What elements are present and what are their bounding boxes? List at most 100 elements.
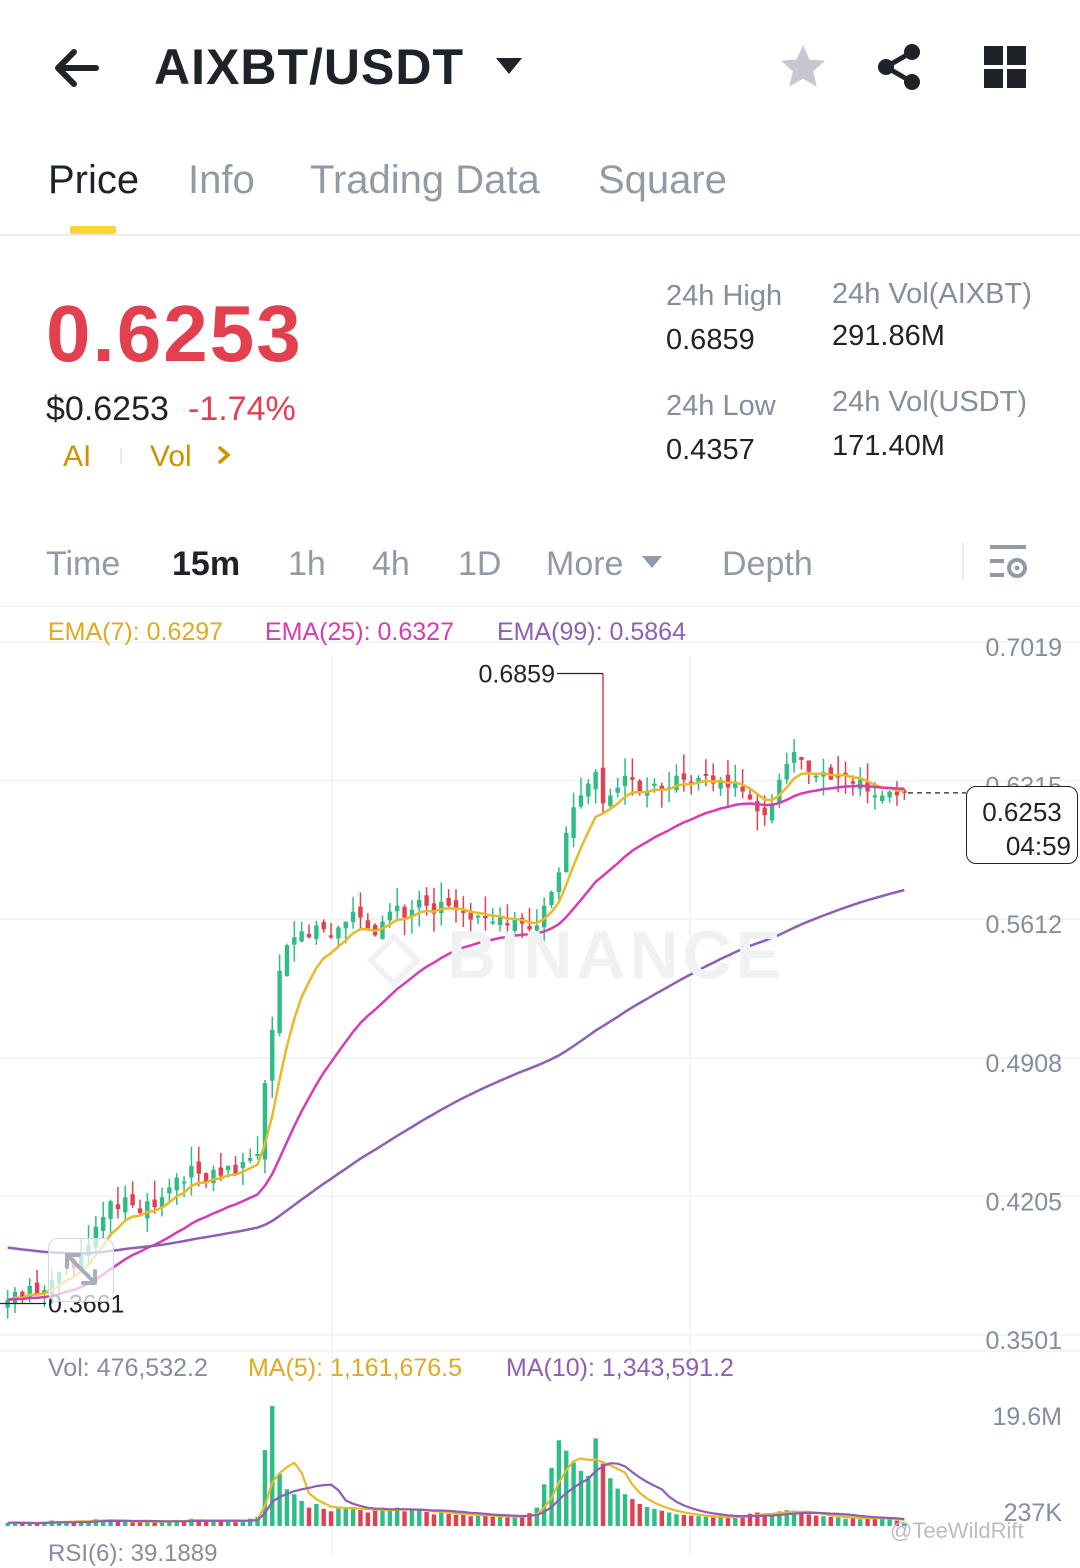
volume-bar [439,1512,444,1526]
tag-vol[interactable]: Vol [150,440,192,473]
candle-body [578,795,584,807]
source-watermark: @TeeWildRift [890,1518,1024,1543]
candle-body [130,1194,135,1206]
interval-1h[interactable]: 1h [288,545,326,583]
candle-body [321,922,326,930]
volume-bar [902,1523,907,1526]
candle-body [417,899,422,908]
volume-bar [431,1514,437,1526]
low-value: 0.4357 [666,434,755,466]
volume-bar [262,1450,268,1526]
candle-body [549,891,554,905]
candle-body [688,781,694,784]
volume-bar [255,1516,260,1526]
candle-body [20,1291,25,1298]
current-price-tag-value: 0.6253 [982,797,1062,827]
ema99-line [7,888,905,1255]
ema7-line [7,772,905,1301]
tab-square[interactable]: Square [598,158,727,202]
back-arrow-icon[interactable] [48,40,104,96]
volume-bar [835,1517,841,1526]
volume-bar [240,1521,246,1526]
vol-ma5-line [7,1457,905,1525]
interval-1d[interactable]: 1D [458,545,502,583]
chart-settings-icon[interactable] [986,540,1030,584]
candle-body [277,970,282,1034]
volume-bar [387,1509,393,1526]
volume-bar [409,1510,415,1526]
high-label: 24h High [666,280,783,312]
volume-bar [56,1521,62,1526]
volume-bar [115,1521,121,1526]
expand-chart-icon[interactable] [48,1238,114,1302]
volume-bar [145,1521,150,1526]
current-price-tag[interactable]: 0.6253 04:59 [966,786,1078,864]
chevron-down-icon[interactable] [494,52,524,82]
candle-body [777,779,782,804]
interval-depth[interactable]: Depth [722,545,813,583]
candle-body [527,925,532,930]
tab-trading-data[interactable]: Trading Data [310,158,540,202]
volume-bar [380,1508,385,1526]
volume-bar [343,1508,348,1526]
volume-bar [872,1518,878,1526]
tag-ai[interactable]: AI [63,440,92,473]
candle-body [718,779,723,789]
volume-bar [578,1470,584,1526]
chevron-right-icon[interactable] [214,440,236,477]
more-caret-icon[interactable] [640,552,664,572]
volume-bar [225,1520,231,1526]
volume-bar [174,1519,179,1526]
volume-bar [402,1511,407,1526]
volume-bar [277,1473,282,1526]
share-icon[interactable] [874,42,924,92]
volume-bar [644,1507,650,1526]
volume-bar [468,1516,473,1526]
candle-body [791,752,797,763]
candle-body [93,1226,99,1248]
tab-price[interactable]: Price [48,158,140,202]
volume-bar [483,1515,488,1526]
candle-body [167,1187,172,1194]
volume-bar [159,1521,165,1526]
interval-4h[interactable]: 4h [372,545,410,583]
volume-bar [843,1518,848,1526]
star-icon[interactable] [778,42,828,92]
vol-quote-label: 24h Vol(USDT) [832,386,1028,418]
volume-bar [12,1522,18,1526]
volume-bar [218,1521,224,1526]
candle-body [380,921,385,940]
candle-body [806,760,811,772]
volume-bar [505,1517,510,1526]
volume-bar [321,1508,326,1526]
candle-body [123,1197,128,1213]
volume-bar [350,1507,356,1526]
candle-body [674,775,679,791]
volume-bar [93,1519,99,1526]
candle-body [872,795,878,798]
volume-bar [681,1514,687,1526]
grid-icon[interactable] [982,44,1028,90]
trading-pair-title[interactable]: AIXBT/USDT [154,39,464,95]
volume-bar [365,1512,371,1526]
volume-bar [688,1515,694,1526]
candle-body [784,763,789,780]
interval-more[interactable]: More [546,545,624,583]
volume-bar [130,1522,135,1526]
candle-body [483,916,488,919]
volume-bar [887,1519,892,1526]
candle-body [541,905,547,928]
volume-bar [600,1463,606,1526]
interval-bar-divider [0,606,1080,607]
interval-15m[interactable]: 15m [172,545,241,583]
volume-bar [894,1520,900,1526]
candlestick-chart[interactable]: 0.70190.63150.56120.49080.42050.35010.68… [0,606,1080,1556]
interval-time[interactable]: Time [46,545,121,583]
candle-body [887,791,892,798]
tab-info[interactable]: Info [188,158,255,202]
ma10-label: MA(10): 1,343,591.2 [506,1354,734,1382]
ema25-label: EMA(25): 0.6327 [265,618,454,646]
volume-bar [586,1475,591,1526]
candle-body [813,775,819,778]
volume-bar [299,1500,304,1526]
